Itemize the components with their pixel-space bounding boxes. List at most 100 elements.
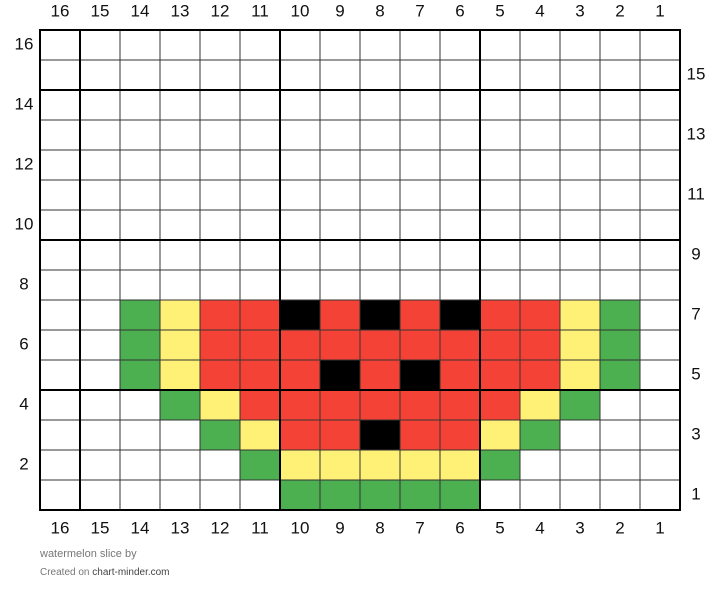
stitch-cell <box>240 420 280 450</box>
stitch-cell <box>520 420 560 450</box>
stitch-cell <box>320 360 360 390</box>
pattern-title: watermelon slice <box>40 548 122 560</box>
column-label: 11 <box>251 1 269 20</box>
column-label: 8 <box>375 518 384 537</box>
stitch-cell <box>400 390 440 420</box>
column-label: 13 <box>171 518 190 537</box>
stitch-cell <box>200 300 240 330</box>
stitch-cell <box>120 330 160 360</box>
footer-credit: Created on chart-minder.com <box>40 567 170 578</box>
stitch-cell <box>520 360 560 390</box>
column-label: 13 <box>171 1 190 20</box>
stitch-cell <box>280 360 320 390</box>
column-label: 2 <box>615 1 624 20</box>
by-text: by <box>124 548 137 560</box>
stitch-cell <box>280 390 320 420</box>
column-label: 3 <box>575 518 584 537</box>
stitch-cell <box>440 420 480 450</box>
column-label: 6 <box>455 1 464 20</box>
stitch-cell <box>200 390 240 420</box>
stitch-cell <box>240 300 280 330</box>
stitch-cell <box>560 300 600 330</box>
column-label: 16 <box>51 518 70 537</box>
column-label: 15 <box>91 1 110 20</box>
column-label: 5 <box>495 1 504 20</box>
column-label: 11 <box>251 518 269 537</box>
stitch-cell <box>400 300 440 330</box>
created-text: Created on <box>40 567 90 578</box>
stitch-cell <box>320 450 360 480</box>
row-label: 1 <box>691 484 700 503</box>
stitch-cell <box>560 330 600 360</box>
column-label: 4 <box>535 518 544 537</box>
row-label: 9 <box>691 244 700 263</box>
stitch-cell <box>480 420 520 450</box>
column-label: 5 <box>495 518 504 537</box>
row-label: 16 <box>15 34 34 53</box>
row-label: 14 <box>15 94 34 113</box>
stitch-cell <box>280 480 320 510</box>
stitch-cell <box>400 450 440 480</box>
grid-border <box>39 29 681 511</box>
stitch-cell <box>440 450 480 480</box>
column-label: 9 <box>335 518 344 537</box>
column-label: 9 <box>335 1 344 20</box>
stitch-cell <box>240 360 280 390</box>
stitch-cell <box>320 390 360 420</box>
column-label: 3 <box>575 1 584 20</box>
column-label: 6 <box>455 518 464 537</box>
stitch-cell <box>120 300 160 330</box>
stitch-cell <box>560 390 600 420</box>
stitch-cell <box>600 330 640 360</box>
stitch-cell <box>600 300 640 330</box>
stitch-cell <box>360 300 400 330</box>
row-label: 4 <box>19 394 28 413</box>
stitch-cell <box>520 330 560 360</box>
column-label: 10 <box>291 1 310 20</box>
stitch-cell <box>360 420 400 450</box>
stitch-cell <box>400 360 440 390</box>
row-label: 3 <box>691 424 700 443</box>
row-label: 15 <box>687 64 706 83</box>
stitch-cell <box>360 480 400 510</box>
stitch-cell <box>160 300 200 330</box>
column-label: 4 <box>535 1 544 20</box>
stitch-cell <box>440 390 480 420</box>
stitch-cell <box>480 330 520 360</box>
stitch-cell <box>200 360 240 390</box>
stitch-cell <box>160 330 200 360</box>
stitch-cell <box>400 330 440 360</box>
stitch-cell <box>240 330 280 360</box>
stitch-cell <box>280 300 320 330</box>
stitch-cell <box>560 360 600 390</box>
stitch-cell <box>240 390 280 420</box>
stitch-cell <box>480 450 520 480</box>
site-link[interactable]: chart-minder.com <box>92 567 170 578</box>
stitch-cell <box>440 300 480 330</box>
column-label: 7 <box>415 518 424 537</box>
stitch-cell <box>600 360 640 390</box>
footer-title-line: watermelon slice by <box>40 548 137 560</box>
column-label: 2 <box>615 518 624 537</box>
row-label: 5 <box>691 364 700 383</box>
column-label: 1 <box>655 1 664 20</box>
stitch-cell <box>440 330 480 360</box>
stitch-cell <box>360 330 400 360</box>
stitch-cell <box>280 420 320 450</box>
column-label: 14 <box>131 518 150 537</box>
column-label: 10 <box>291 518 310 537</box>
stitch-cell <box>280 330 320 360</box>
column-label: 14 <box>131 1 150 20</box>
stitch-cell <box>480 390 520 420</box>
stitch-cell <box>200 420 240 450</box>
chart-grid: 1616151514141313121211111010998877665544… <box>15 1 706 537</box>
stitch-cell <box>280 450 320 480</box>
stitch-cell <box>360 360 400 390</box>
row-label: 2 <box>19 454 28 473</box>
stitch-cell <box>160 390 200 420</box>
stitch-cell <box>400 420 440 450</box>
stitch-cell <box>120 360 160 390</box>
row-label: 10 <box>15 214 34 233</box>
stitch-cell <box>200 330 240 360</box>
